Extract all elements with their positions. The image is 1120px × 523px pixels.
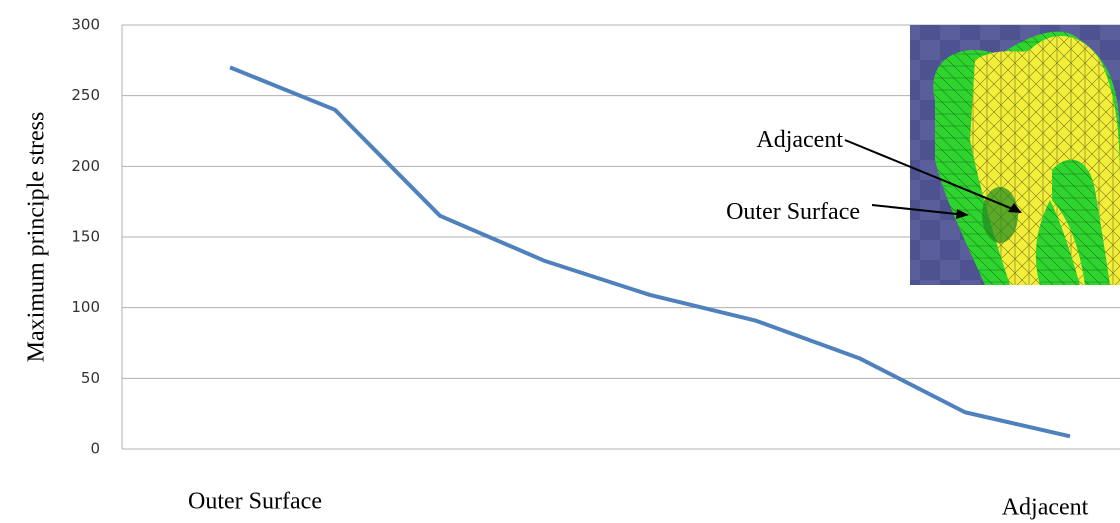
inset-dark-region xyxy=(982,187,1018,243)
inset-image xyxy=(910,25,1120,285)
y-tick-label: 250 xyxy=(71,86,100,104)
arrow xyxy=(871,204,967,216)
arrowhead xyxy=(956,209,969,219)
arrowhead xyxy=(1008,203,1022,213)
y-tick-label: 0 xyxy=(90,440,100,458)
y-tick-label: 50 xyxy=(81,369,100,387)
arrow xyxy=(844,139,1021,213)
x-tick-label: Adjacent xyxy=(1002,495,1089,521)
grid-layer xyxy=(121,24,1120,450)
y-axis-label: Maximum principle stress xyxy=(24,112,50,363)
y-tick-label: 100 xyxy=(71,298,100,316)
annotation: Adjacent xyxy=(756,127,843,153)
line xyxy=(229,65,1071,439)
inset-green-inner xyxy=(1052,159,1110,285)
x-tick-label: Outer Surface xyxy=(188,489,322,515)
annotation: Outer Surface xyxy=(726,199,860,225)
y-tick-label: 150 xyxy=(71,228,100,246)
y-tick-label: 300 xyxy=(71,16,100,34)
y-tick-label: 200 xyxy=(71,157,100,175)
